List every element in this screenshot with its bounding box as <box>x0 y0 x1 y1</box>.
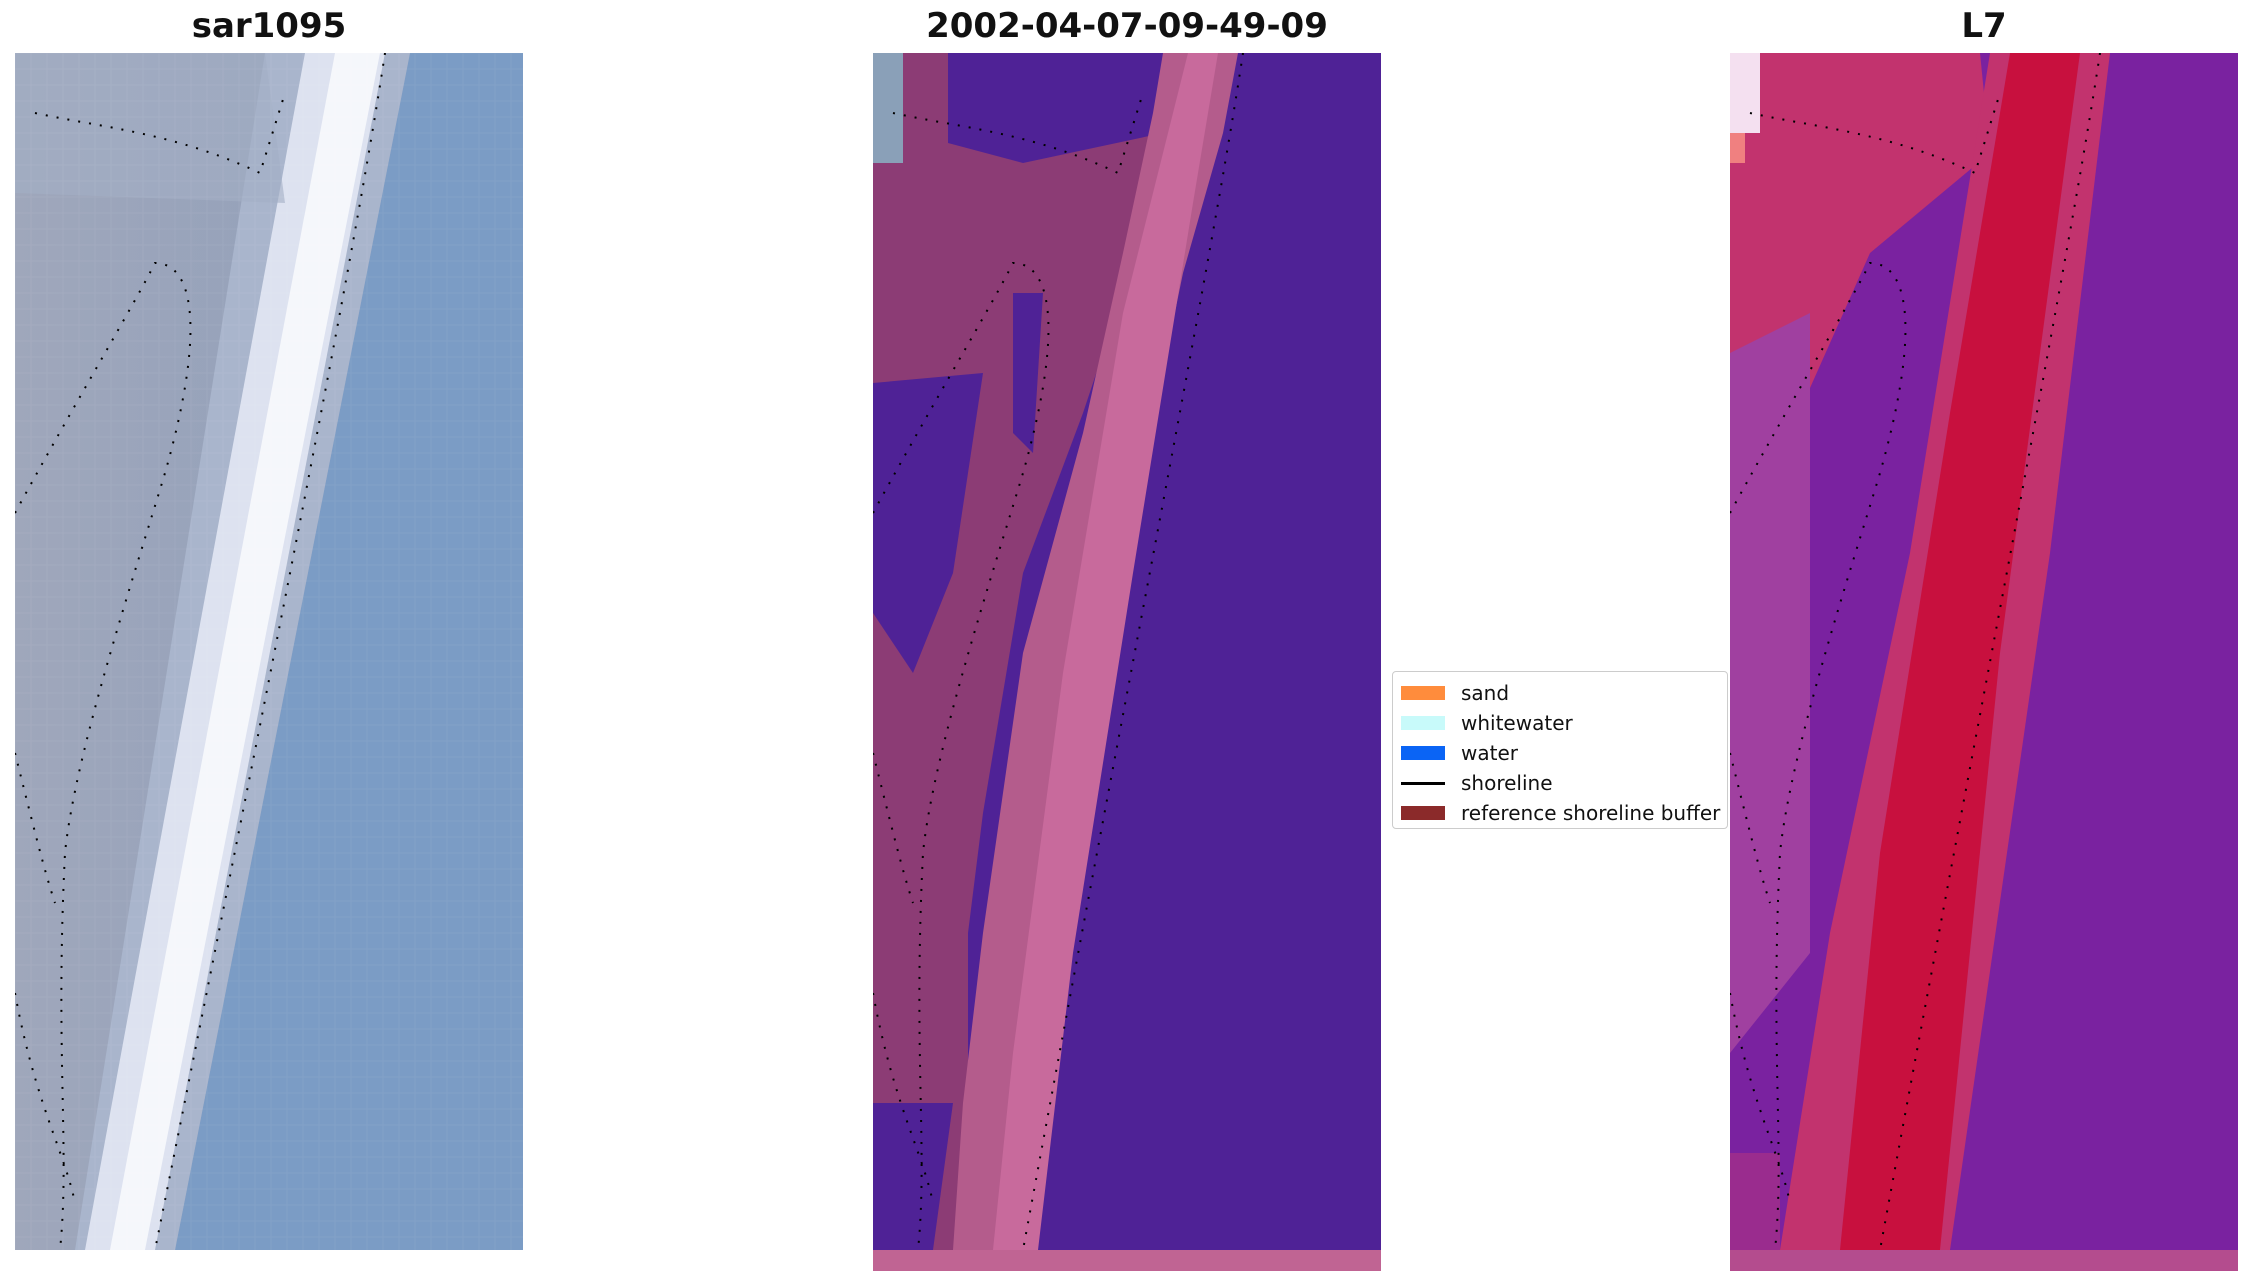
water-swatch <box>1401 746 1445 760</box>
whitewater-swatch <box>1401 716 1445 730</box>
legend-label-shoreline: shoreline <box>1461 771 1553 795</box>
panel-title-rgb: sar1095 <box>191 6 347 46</box>
legend-item-sand: sand <box>1401 681 1510 705</box>
legend-item-shoreline: shoreline <box>1401 771 1553 795</box>
classified-image <box>873 53 1381 1271</box>
legend-label-water: water <box>1461 741 1518 765</box>
rgb-image <box>15 53 523 1250</box>
reference-buffer-swatch <box>1401 806 1445 820</box>
sand-swatch <box>1401 686 1445 700</box>
legend-label-sand: sand <box>1461 681 1510 705</box>
classified-image-panel <box>873 53 1381 1271</box>
shoreline-line-swatch <box>1401 781 1445 785</box>
panel-title-classified: 2002-04-07-09-49-09 <box>926 6 1328 46</box>
legend-item-whitewater: whitewater <box>1401 711 1573 735</box>
panel-title-index: L7 <box>1961 6 2007 46</box>
legend-label-whitewater: whitewater <box>1461 711 1573 735</box>
legend-item-reference-buffer: reference shoreline buffer <box>1401 801 1721 825</box>
legend-item-water: water <box>1401 741 1518 765</box>
legend-label-reference-buffer: reference shoreline buffer <box>1461 801 1721 825</box>
index-image-panel <box>1730 53 2238 1271</box>
index-image <box>1730 53 2238 1271</box>
rgb-image-panel <box>15 53 523 1250</box>
legend: sand whitewater water shoreline referenc… <box>1392 671 1728 829</box>
